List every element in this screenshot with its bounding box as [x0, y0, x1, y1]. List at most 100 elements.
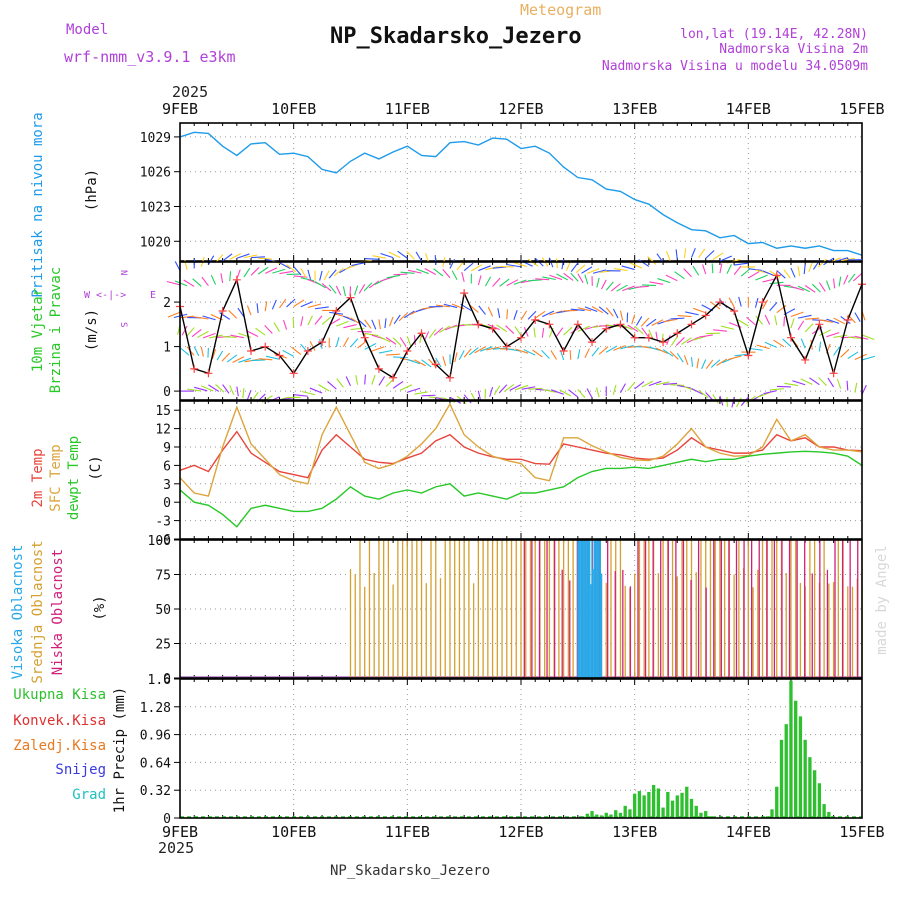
wind-arrow [717, 359, 727, 365]
wind-arrow [180, 348, 189, 356]
wind-arrow [819, 342, 820, 352]
wind-arrow [613, 385, 616, 395]
wind-arrow [597, 278, 599, 288]
y-tick-label: 9 [163, 441, 171, 456]
y-tick-label: 0 [163, 385, 171, 400]
wind-arrow [528, 388, 542, 389]
wind-arrow [257, 303, 258, 313]
wind-arrow [194, 347, 199, 356]
wind-arrow [775, 315, 777, 325]
wind-speed-marker [801, 356, 809, 364]
wind-arrow [534, 328, 535, 338]
y-tick-label: 2 [163, 296, 171, 311]
wind-arrow [770, 302, 777, 310]
wind-arrow [692, 389, 703, 395]
wind-arrow [656, 348, 668, 353]
precip-bar [804, 740, 807, 818]
wind-arrow [322, 317, 331, 325]
wind-arrow [287, 299, 296, 307]
wind-arrow [386, 354, 400, 355]
top-day-label: 10FEB [271, 100, 316, 118]
wind-speed-marker [233, 276, 241, 284]
top-year-label: 2025 [172, 83, 208, 101]
precip-bar [780, 740, 783, 818]
wind-arrow [365, 333, 379, 335]
wind-speed-marker [673, 329, 681, 337]
wind-arrow [230, 271, 231, 281]
wind-speed-marker [247, 347, 255, 355]
wind-arrow [266, 356, 279, 359]
wind-arrow [748, 269, 762, 271]
wind-speed-marker [389, 374, 397, 382]
wind-speed-marker [190, 365, 198, 373]
wind-speed-marker [219, 307, 227, 315]
wind-arrow [422, 395, 436, 396]
precip-bar [671, 801, 674, 818]
wind-arrow [791, 312, 803, 316]
wind-arrow [343, 325, 356, 328]
temp-dew-label: dewpt Temp [66, 436, 82, 520]
wind-arrow [737, 398, 742, 407]
wind-arrow [244, 268, 250, 277]
wind-arrow [848, 352, 858, 359]
temp-2m-label: 2m Temp [30, 448, 46, 507]
wind-arrow [713, 330, 727, 331]
wind-arrow [597, 388, 600, 398]
wind-arrow [630, 263, 642, 268]
wind-speed-marker [261, 343, 269, 351]
wind-arrow [237, 387, 238, 397]
wind-arrow [372, 347, 385, 351]
top-day-label: 11FEB [385, 100, 430, 118]
wind-speed-marker [545, 320, 553, 328]
wind-arrow [336, 337, 339, 347]
wind-arrow [459, 350, 464, 359]
wind-arrow [308, 316, 313, 325]
wind-speed-marker [830, 369, 838, 377]
wind-arrow [663, 383, 677, 384]
wind-arrow [301, 278, 314, 281]
wind-arrow [223, 254, 233, 261]
precip-bar [676, 795, 679, 818]
precip-bar [818, 783, 821, 818]
wind-arrow [372, 375, 375, 385]
wind-arrow [834, 279, 835, 289]
wind-arrow [329, 270, 336, 278]
wind-arrow [535, 311, 545, 318]
wind-arrow [734, 266, 741, 275]
wind-arrow [284, 320, 287, 330]
y-tick-label: 25 [155, 638, 171, 653]
wind-arrow [777, 270, 786, 278]
wind-arrow [809, 262, 813, 271]
precip-bar [799, 716, 802, 818]
y-tick-label: 6 [163, 459, 171, 474]
wind-arrow [699, 335, 713, 337]
cloud-low-label: Niska Oblacnost [50, 549, 66, 675]
wind-arrow [223, 337, 237, 338]
panel-wind: 210 [163, 248, 875, 407]
wind-arrow [528, 280, 542, 281]
wind-arrow [324, 271, 329, 280]
wind-arrow [336, 286, 341, 295]
wind-arrow [494, 386, 499, 395]
precip-bar [638, 791, 641, 818]
precip-ylabel: 1hr Precip (mm) [112, 687, 128, 813]
wind-arrow [557, 328, 563, 337]
wind-arrow [365, 259, 379, 260]
wind-arrow [613, 309, 618, 318]
wind-arrow [692, 357, 693, 367]
model-name: wrf-nmm_v3.9.1 e3km [64, 48, 236, 66]
precip-bar [808, 757, 811, 818]
station-title: NP_Skadarsko_Jezero [330, 24, 582, 49]
precip-bar [785, 724, 788, 818]
wind-arrow [614, 269, 628, 271]
wind-arrow [301, 302, 313, 307]
wind-speed-marker [659, 338, 667, 346]
precip-bar [695, 806, 698, 818]
wind-arrow [310, 388, 322, 393]
y-tick-label: 50 [155, 603, 171, 618]
wind-arrow [283, 350, 294, 356]
wind-arrow [251, 267, 259, 275]
top-day-label: 12FEB [498, 100, 543, 118]
top-day-label: 13FEB [612, 100, 657, 118]
wind-arrow [601, 280, 606, 289]
